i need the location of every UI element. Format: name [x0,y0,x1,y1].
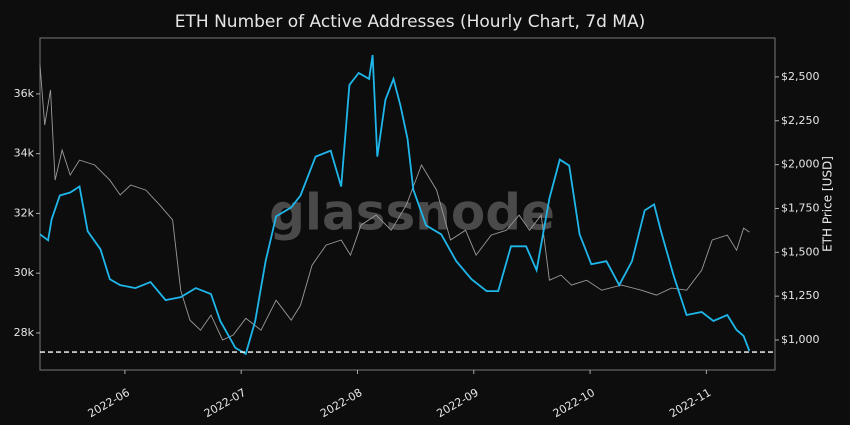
plot-frame [39,37,776,371]
y2-tick-label: $1,000 [781,333,820,346]
y2-axis-label: ETH Price [USD] [821,156,835,252]
watermark: glassnode [269,184,555,242]
y-tick-label: 28k [14,326,35,339]
y-tick-label: 34k [14,147,35,160]
y2-tick-label: $2,000 [781,158,820,171]
y-tick-label: 36k [14,87,35,100]
series-line [39,64,750,341]
y2-tick-label: $2,250 [781,114,820,127]
y2-tick-label: $1,250 [781,289,820,302]
y-tick-label: 30k [14,266,35,279]
y2-tick-label: $1,500 [781,245,820,258]
y2-tick-label: $1,750 [781,201,820,214]
chart-title: ETH Number of Active Addresses (Hourly C… [175,12,645,32]
y-tick-label: 32k [14,206,35,219]
series-line [39,54,751,356]
y2-tick-label: $2,500 [781,70,820,83]
